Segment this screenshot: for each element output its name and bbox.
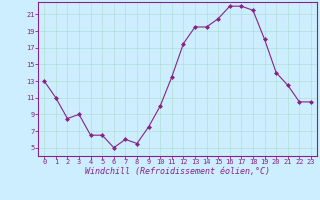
- X-axis label: Windchill (Refroidissement éolien,°C): Windchill (Refroidissement éolien,°C): [85, 167, 270, 176]
